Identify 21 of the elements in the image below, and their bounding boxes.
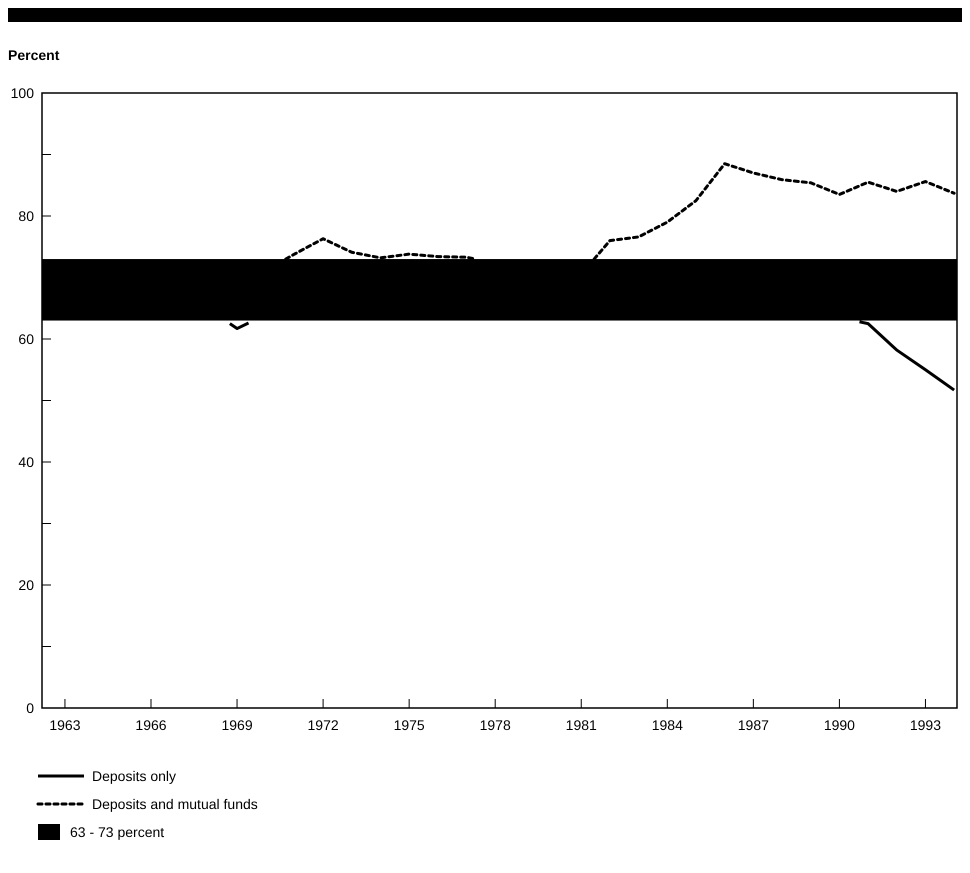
- y-tick-label: 20: [18, 576, 34, 593]
- x-tick-label: 1990: [824, 717, 856, 733]
- x-tick-label: 1975: [394, 717, 425, 733]
- x-tick-label: 1984: [652, 717, 684, 733]
- x-tick-label: 1978: [480, 717, 511, 733]
- legend-label: 63 - 73 percent: [70, 824, 164, 840]
- y-tick-label: 80: [18, 208, 34, 224]
- y-tick-label: 100: [10, 84, 34, 101]
- x-tick-label: 1987: [738, 717, 770, 733]
- legend-label: Deposits and mutual funds: [92, 796, 258, 812]
- y-tick-label: 60: [18, 330, 34, 347]
- y-tick-label: 0: [26, 700, 34, 716]
- legend-label: Deposits only: [92, 768, 176, 784]
- x-tick-label: 1963: [49, 717, 81, 733]
- x-tick-label: 1972: [308, 717, 339, 733]
- x-tick-label: 1981: [566, 717, 598, 733]
- x-tick-label: 1993: [910, 717, 942, 733]
- y-tick-label: 40: [18, 454, 34, 470]
- y-axis-title: Percent: [8, 47, 60, 63]
- x-tick-label: 1966: [135, 717, 167, 733]
- x-tick-label: 1969: [221, 717, 253, 733]
